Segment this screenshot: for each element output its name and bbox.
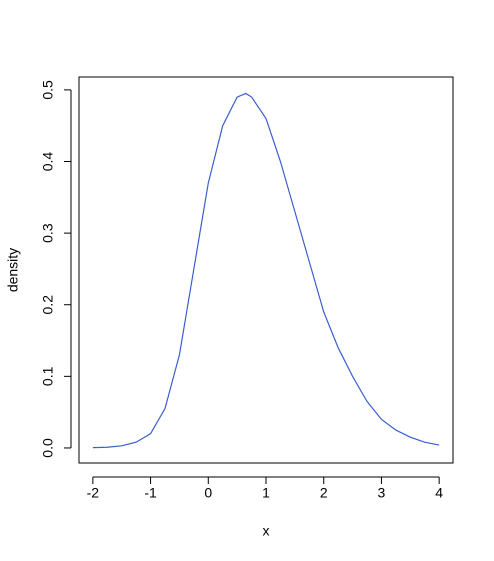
x-tick-label: -2: [87, 485, 100, 501]
y-tick-label: 0.3: [40, 223, 56, 243]
x-tick-label: 0: [204, 485, 212, 501]
y-tick-label: 0.4: [40, 152, 56, 172]
x-tick-label: -1: [144, 485, 157, 501]
plot-box: [78, 76, 454, 464]
y-tick-label: 0.5: [40, 80, 56, 100]
y-axis-label: density: [5, 248, 21, 292]
density-line: [92, 92, 440, 449]
y-tick-label: 0.2: [40, 295, 56, 315]
x-tick-label: 4: [435, 485, 443, 501]
y-tick-label: 0.1: [40, 366, 56, 386]
x-axis-label: x: [263, 523, 270, 539]
x-tick-label: 3: [378, 485, 386, 501]
y-tick-label: 0.0: [40, 438, 56, 458]
x-tick-label: 2: [320, 485, 328, 501]
x-tick-label: 1: [262, 485, 270, 501]
